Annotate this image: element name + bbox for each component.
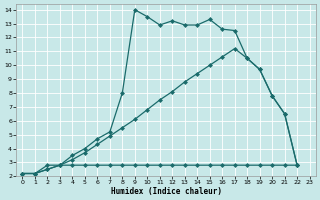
X-axis label: Humidex (Indice chaleur): Humidex (Indice chaleur) bbox=[110, 187, 221, 196]
